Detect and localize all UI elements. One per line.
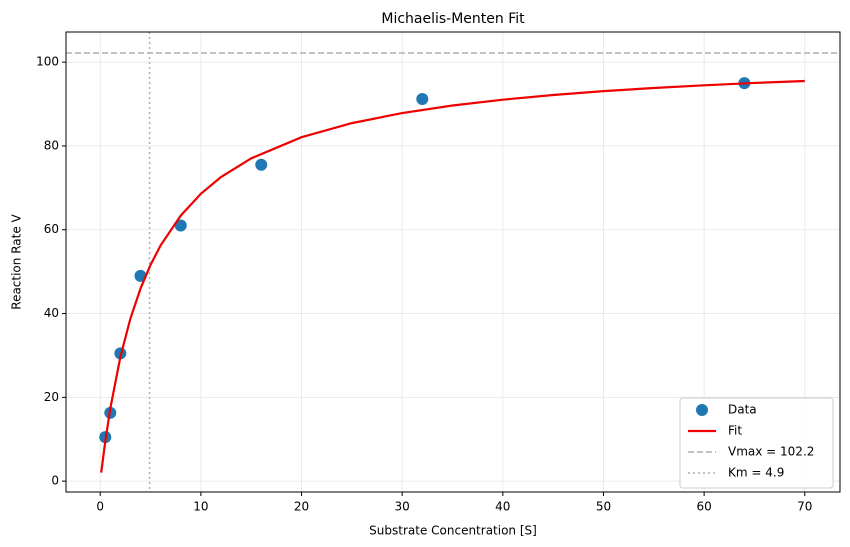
x-tick-label: 60	[696, 500, 711, 514]
y-axis-label: Reaction Rate V	[10, 213, 24, 309]
data-point	[416, 93, 429, 106]
legend-box	[679, 397, 834, 489]
x-tick-label: 20	[294, 500, 309, 514]
legend-marker	[696, 404, 708, 416]
y-tick-label: 0	[51, 474, 59, 488]
y-tick-label: 40	[44, 306, 59, 320]
y-tick-label: 20	[44, 390, 59, 404]
data-point	[174, 219, 187, 232]
x-tick-label: 70	[797, 500, 812, 514]
x-tick-label: 40	[495, 500, 510, 514]
x-tick-label: 0	[96, 500, 104, 514]
plot-frame	[65, 31, 841, 493]
x-tick-label: 30	[395, 500, 410, 514]
legend-label: Data	[728, 403, 757, 417]
fit-line	[100, 79, 805, 473]
y-tick-label: 100	[36, 55, 59, 69]
x-tick-label: 50	[596, 500, 611, 514]
x-axis-label: Substrate Concentration [S]	[369, 524, 537, 538]
x-tick-label: 10	[193, 500, 208, 514]
data-point	[255, 158, 268, 171]
y-tick-label: 60	[44, 222, 59, 236]
legend-label: Km = 4.9	[728, 466, 784, 480]
legend-label: Vmax = 102.2	[728, 445, 814, 459]
chart-title: Michaelis-Menten Fit	[381, 11, 525, 27]
y-tick-label: 80	[44, 138, 59, 152]
legend-label: Fit	[728, 424, 742, 438]
